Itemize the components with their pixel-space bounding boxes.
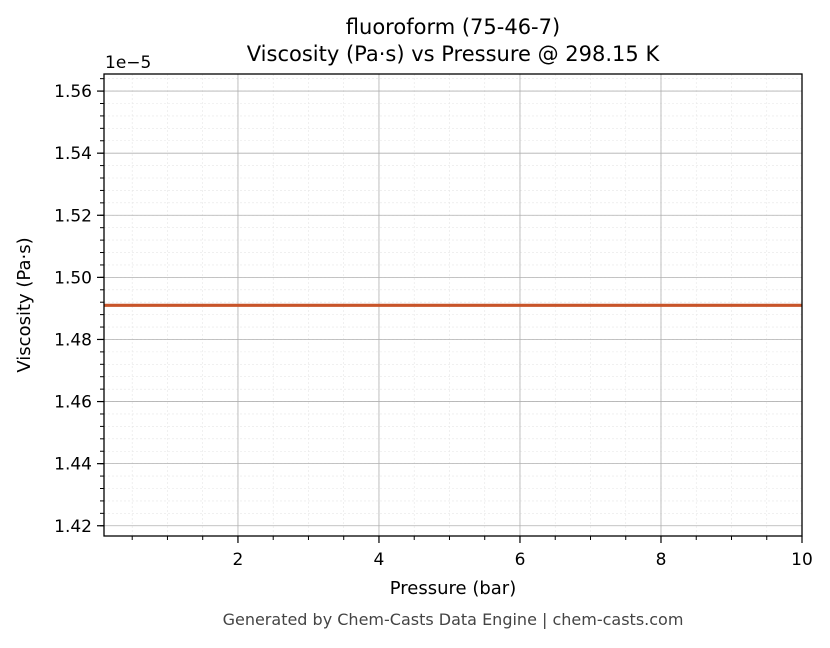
y-tick-label: 1.42 (54, 517, 92, 537)
chart-subtitle: Viscosity (Pa·s) vs Pressure @ 298.15 K (247, 42, 661, 66)
x-tick-label: 4 (374, 550, 385, 570)
ticks: 2 4 6 8 10 1.42 1.44 1.46 1.48 1.50 1.52 1.54 1.56 (54, 78, 813, 570)
y-tick-label: 1.52 (54, 206, 92, 226)
y-tick-label: 1.54 (54, 144, 92, 164)
x-tick-label: 2 (233, 550, 244, 570)
y-tick-label: 1.50 (54, 268, 92, 288)
y-offset-label: 1e−5 (105, 53, 151, 73)
y-tick-label: 1.48 (54, 330, 92, 350)
x-axis-label: Pressure (bar) (390, 578, 516, 599)
plot-frame (103, 73, 803, 537)
chart-title: fluoroform (75-46-7) (346, 15, 560, 39)
y-axis-label: Viscosity (Pa·s) (14, 237, 35, 372)
y-tick-label: 1.44 (54, 455, 92, 475)
x-tick-label: 8 (656, 550, 667, 570)
grid (104, 74, 803, 536)
y-tick-label: 1.46 (54, 393, 92, 413)
x-tick-label: 6 (515, 550, 526, 570)
x-tick-label: 10 (791, 550, 813, 570)
y-tick-label: 1.56 (54, 82, 92, 102)
footer-credit: Generated by Chem-Casts Data Engine | ch… (223, 610, 684, 629)
